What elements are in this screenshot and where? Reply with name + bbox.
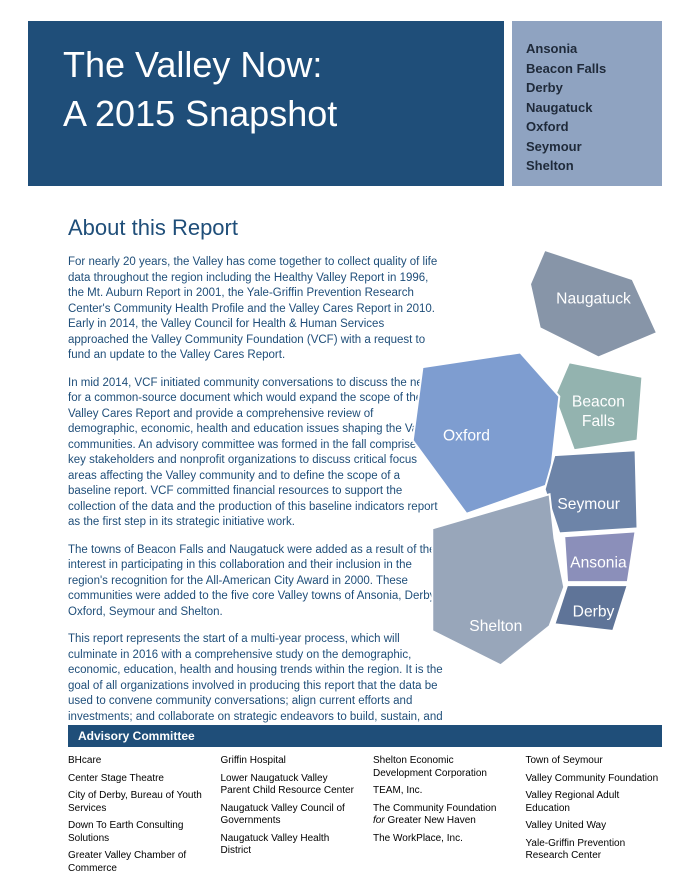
map-label: Ansonia [570, 555, 627, 572]
header-row: The Valley Now: A 2015 Snapshot AnsoniaB… [28, 21, 662, 186]
committee-column: BHcare Center Stage Theatre City of Derby,… [68, 755, 205, 880]
towns-list: AnsoniaBeacon FallsDerbyNaugatuckOxfordS… [512, 21, 662, 186]
committee-item: Valley Regional Adult Education [526, 790, 663, 815]
committee-heading: Advisory Committee [68, 725, 662, 747]
title-line-1: The Valley Now: [63, 41, 469, 90]
map-label: Shelton [469, 618, 522, 635]
committee-column: Shelton Economic Development Corporation… [373, 755, 510, 880]
title-box: The Valley Now: A 2015 Snapshot [28, 21, 504, 186]
title-line-2: A 2015 Snapshot [63, 90, 469, 139]
about-heading: About this Report [68, 215, 662, 241]
committee-column: Town of Seymour Valley Community Foundati… [526, 755, 663, 880]
map-label: Falls [582, 413, 615, 430]
committee-item: Naugatuck Valley Council of Governments [221, 803, 358, 828]
about-paragraph: In mid 2014, VCF initiated community con… [68, 376, 443, 531]
committee-item: The Community Foundation for Greater New… [373, 803, 510, 828]
committee-item: Town of Seymour [526, 755, 663, 768]
map-label: Oxford [443, 427, 490, 444]
committee-item: Down To Earth Consulting Solutions [68, 820, 205, 845]
committee-grid: BHcare Center Stage Theatre City of Derby,… [68, 755, 662, 880]
committee-item: Yale-Griffin Prevention Research Center [526, 838, 663, 863]
map-label: Seymour [557, 496, 620, 513]
about-paragraph: The towns of Beacon Falls and Naugatuck … [68, 543, 443, 621]
committee-item: Shelton Economic Development Corporation [373, 755, 510, 780]
committee-item: TEAM, Inc. [373, 785, 510, 798]
committee-item: The WorkPlace, Inc. [373, 833, 510, 846]
committee-item: BHcare [68, 755, 205, 768]
town-item: Derby [526, 78, 648, 98]
committee-column: Griffin Hospital Lower Naugatuck Valley P… [221, 755, 358, 880]
committee-item: Greater Valley Chamber of Commerce [68, 850, 205, 875]
map-label: Naugatuck [556, 291, 631, 308]
town-item: Seymour [526, 137, 648, 157]
about-paragraph: For nearly 20 years, the Valley has come… [68, 255, 443, 364]
town-item: Oxford [526, 117, 648, 137]
map-region-seymour [545, 450, 638, 533]
town-item: Ansonia [526, 39, 648, 59]
town-item: Beacon Falls [526, 59, 648, 79]
town-item: Naugatuck [526, 98, 648, 118]
map-region-shelton [432, 494, 564, 665]
committee-item: Center Stage Theatre [68, 773, 205, 786]
committee-item: Valley Community Foundation [526, 773, 663, 786]
committee-item: Valley United Way [526, 820, 663, 833]
committee-item: Lower Naugatuck Valley Parent Child Reso… [221, 773, 358, 798]
map-label: Derby [573, 603, 615, 620]
committee-item: City of Derby, Bureau of Youth Services [68, 790, 205, 815]
town-item: Shelton [526, 156, 648, 176]
committee-item: Naugatuck Valley Health District [221, 833, 358, 858]
map-label: Beacon [572, 393, 625, 410]
committee-item: Griffin Hospital [221, 755, 358, 768]
region-map: Naugatuck Beacon Falls Oxford Seymour Ansonia… [390, 245, 670, 675]
